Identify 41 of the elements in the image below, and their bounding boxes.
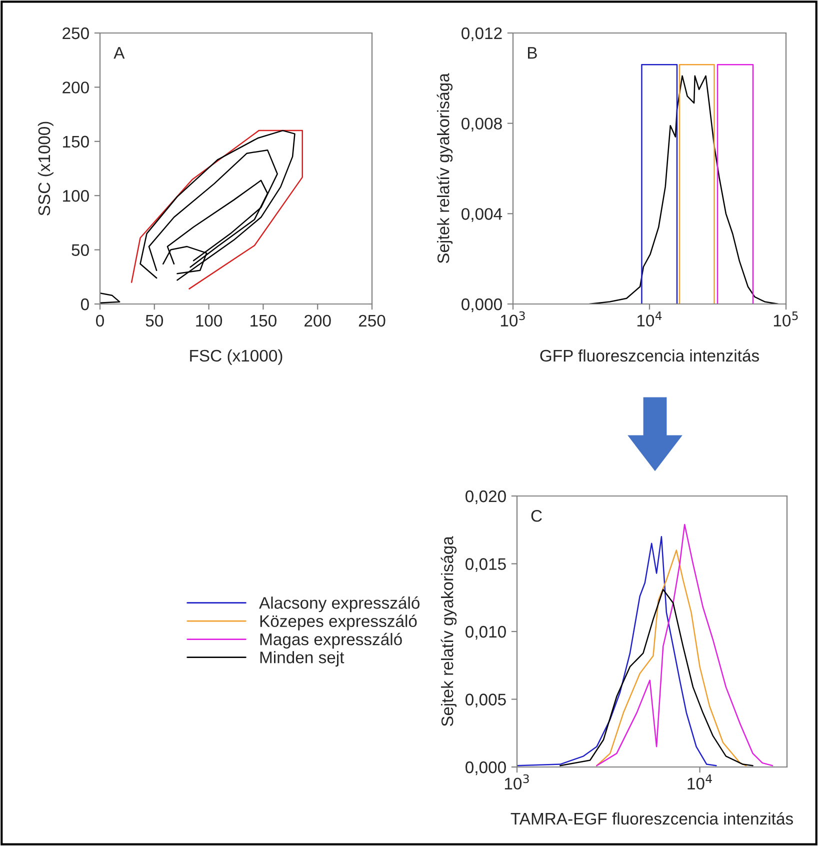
legend-label: Alacsony expresszáló: [259, 596, 420, 612]
x-tick-label: 10$^{3}$: [500, 311, 525, 327]
y-axis-title: Sejtek relatív gyakorisága: [436, 73, 453, 264]
x-tick-label: 100: [196, 314, 222, 327]
legend-label: Minden sejt: [260, 651, 344, 667]
legend-label: Magas expresszáló: [260, 632, 402, 649]
line-series: [148, 149, 278, 272]
y-tick-label: 0,012: [462, 27, 502, 42]
x-tick-label: 150: [250, 314, 276, 327]
x-axis-title: FSC (x1000): [190, 349, 282, 365]
annotation: C: [531, 510, 542, 522]
y-tick-label: 0: [80, 298, 89, 310]
y-axis-title: SSC (x1000): [38, 122, 54, 216]
x-axis-title: GFP fluoreszcencia intenzitás: [540, 349, 759, 362]
x-tick-label: 10$^{4}$: [637, 311, 662, 327]
y-tick-label: 0,000: [466, 761, 506, 776]
y-tick-label: 150: [63, 136, 89, 148]
y-tick-label: 100: [63, 190, 89, 202]
y-tick-label: 50: [72, 244, 89, 256]
y-tick-label: 0,004: [462, 208, 502, 222]
y-axis-title: Sejtek relatív gyakorisága: [440, 536, 457, 726]
y-tick-label: 0,015: [466, 558, 506, 572]
annotation: B: [528, 47, 537, 59]
y-tick-label: 0,010: [466, 626, 506, 640]
y-tick-label: 200: [62, 82, 89, 94]
y-tick-label: 0,000: [462, 298, 502, 312]
legend-label: Közepes expresszáló: [260, 614, 417, 630]
y-tick-label: 0,005: [466, 694, 506, 708]
y-tick-label: 0,008: [462, 118, 502, 132]
line-series: [100, 292, 120, 304]
y-tick-label: 0,020: [466, 490, 506, 504]
x-axis-title: TAMRA-EGF fluoreszcencia intenzitás: [510, 812, 793, 825]
x-tick-label: 10$^{4}$: [688, 774, 712, 790]
x-tick-label: 50: [146, 314, 164, 327]
x-tick-label: 10$^{5}$: [774, 311, 798, 327]
x-tick-label: 250: [358, 314, 386, 327]
annotation: A: [114, 47, 125, 59]
y-tick-label: 250: [62, 27, 89, 40]
x-tick-label: 0: [96, 314, 104, 327]
x-tick-label: 10$^{3}$: [504, 774, 529, 790]
x-tick-label: 200: [304, 314, 331, 327]
